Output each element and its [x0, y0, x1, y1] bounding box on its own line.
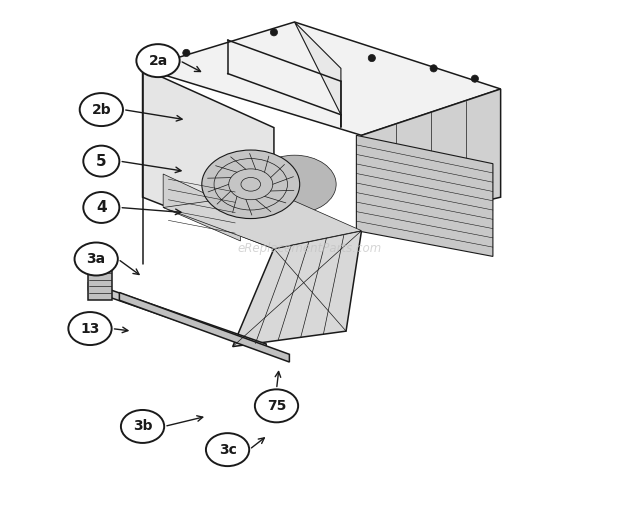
Text: eReplacementParts.com: eReplacementParts.com: [238, 242, 382, 255]
Polygon shape: [294, 22, 341, 127]
Circle shape: [183, 49, 190, 56]
Text: 2b: 2b: [92, 103, 111, 117]
Text: 4: 4: [96, 200, 107, 215]
Ellipse shape: [80, 93, 123, 126]
Text: 13: 13: [81, 322, 100, 336]
Circle shape: [471, 75, 479, 82]
Ellipse shape: [255, 390, 298, 422]
Ellipse shape: [83, 192, 120, 223]
Text: 5: 5: [96, 154, 107, 168]
Text: 75: 75: [267, 399, 286, 413]
Polygon shape: [361, 89, 500, 231]
Text: 2a: 2a: [148, 54, 167, 68]
Text: 3a: 3a: [87, 252, 106, 266]
Polygon shape: [163, 192, 361, 249]
Ellipse shape: [121, 410, 164, 443]
Polygon shape: [89, 267, 112, 300]
Text: 3c: 3c: [219, 443, 236, 457]
Circle shape: [368, 54, 376, 62]
Circle shape: [270, 28, 278, 36]
Ellipse shape: [206, 433, 249, 466]
Polygon shape: [232, 231, 361, 347]
Polygon shape: [356, 135, 493, 256]
Circle shape: [430, 65, 437, 72]
Polygon shape: [120, 293, 290, 362]
Ellipse shape: [253, 155, 336, 213]
Ellipse shape: [74, 242, 118, 276]
Ellipse shape: [136, 44, 180, 77]
Polygon shape: [89, 282, 266, 352]
Ellipse shape: [83, 146, 120, 177]
Ellipse shape: [68, 312, 112, 345]
Polygon shape: [163, 174, 241, 241]
Ellipse shape: [202, 150, 299, 219]
Polygon shape: [143, 22, 500, 135]
Text: 3b: 3b: [133, 420, 153, 434]
Polygon shape: [143, 68, 274, 249]
